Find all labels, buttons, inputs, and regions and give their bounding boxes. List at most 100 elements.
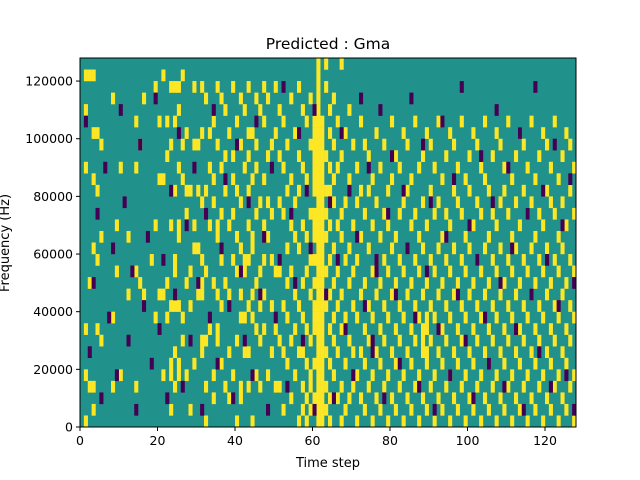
heatmap-cell-high [242,254,247,266]
heatmap-cell-low [223,173,228,186]
heatmap-cell-high [316,58,321,70]
heatmap-cell-high [494,369,499,382]
heatmap-cell-high [114,265,119,278]
heatmap-cell-low [386,207,391,220]
heatmap-cell-high [246,81,251,93]
heatmap-cell-high [95,184,100,197]
heatmap-cell-high [541,369,546,382]
heatmap-cell-high [479,311,484,324]
heatmap-cell-high [173,184,178,197]
heatmap-cell-high [502,184,507,197]
heatmap-cell-high [269,254,274,266]
heatmap-cell-high [510,230,515,243]
heatmap-cell-high [486,184,491,197]
heatmap-cell-high [316,207,321,220]
heatmap-cell-high [479,161,484,174]
heatmap-cell-high [444,150,449,162]
heatmap-cell-high [498,242,503,255]
heatmap-cell-high [486,277,491,289]
heatmap-cell-high [235,265,240,278]
heatmap-cell-high [428,300,433,312]
heatmap-cell-high [142,288,147,301]
heatmap-cell-high [312,207,317,220]
heatmap-cell-high [343,254,348,266]
heatmap-cell-high [99,334,104,347]
heatmap-cell-high [165,150,170,162]
heatmap-cell-high [91,380,96,393]
heatmap-cell-high [99,230,104,243]
heatmap-cell-high [386,265,391,278]
heatmap-cell-low [572,277,577,289]
heatmap-cell-high [529,196,534,209]
heatmap-cell-high [529,242,534,255]
heatmap-cell-high [568,184,573,197]
x-tick-label: 0 [76,433,84,448]
heatmap-cell-high [316,104,321,116]
heatmap-cell-low [525,207,530,220]
heatmap-cell-high [238,92,243,105]
heatmap-cell-high [219,207,224,220]
heatmap-cell-high [556,415,561,428]
heatmap-cell-high [564,403,569,416]
heatmap-cell-high [320,323,325,335]
heatmap-cell-low [328,196,333,209]
heatmap-cell-high [111,311,116,324]
heatmap-cell-high [316,254,321,266]
heatmap-cell-high [91,403,96,416]
heatmap-cell-high [328,357,333,370]
heatmap-cell-high [351,219,356,232]
y-tick-label: 100000 [25,131,73,146]
heatmap-cell-high [227,219,232,232]
heatmap-cell-low [370,334,375,347]
heatmap-cell-high [351,346,356,359]
heatmap-cell-high [533,230,538,243]
heatmap-cell-high [444,380,449,393]
heatmap-cell-high [339,323,344,335]
heatmap-cell-high [207,127,212,139]
heatmap-cell-high [219,254,224,266]
heatmap-cell-high [452,184,457,197]
heatmap-cell-high [378,277,383,289]
heatmap-cell-high [281,300,286,312]
heatmap-cell-high [463,415,468,428]
heatmap-cell-low [161,254,166,266]
heatmap-cell-high [250,311,255,324]
heatmap-cell-high [533,357,538,370]
heatmap-cell-high [153,81,158,93]
heatmap-cell-high [417,369,422,382]
heatmap-cell-high [320,115,325,128]
heatmap-cell-high [312,150,317,162]
heatmap-cell-high [355,311,360,324]
heatmap-cell-high [421,242,426,255]
heatmap-cell-high [320,300,325,312]
heatmap-cell-high [312,277,317,289]
heatmap-cell-high [455,196,460,209]
heatmap-cell-high [545,138,550,151]
heatmap-cell-high [254,369,259,382]
heatmap-cell-high [436,392,441,405]
heatmap-cell-high [502,357,507,370]
heatmap-cell-high [308,403,313,416]
y-tick-label: 40000 [33,304,73,319]
heatmap-cell-high [207,161,212,174]
heatmap-cell-high [502,277,507,289]
heatmap-cell-high [552,300,557,312]
heatmap-cell-high [355,369,360,382]
heatmap-cell-high [320,196,325,209]
heatmap-cell-high [421,150,426,162]
heatmap-cell-low [308,242,313,255]
heatmap-cell-high [192,138,197,151]
heatmap-cell-high [316,392,321,405]
heatmap-cell-high [328,323,333,335]
heatmap-cell-high [552,115,557,128]
heatmap-cell-low [304,184,309,197]
heatmap-cell-high [572,161,577,174]
heatmap-cell-high [312,300,317,312]
heatmap-cell-high [300,277,305,289]
heatmap-cell-high [266,150,271,162]
heatmap-cell-high [529,115,534,128]
heatmap-cell-high [560,392,565,405]
heatmap-cell-high [269,300,274,312]
heatmap-cell-high [390,392,395,405]
heatmap-cell-high [343,403,348,416]
